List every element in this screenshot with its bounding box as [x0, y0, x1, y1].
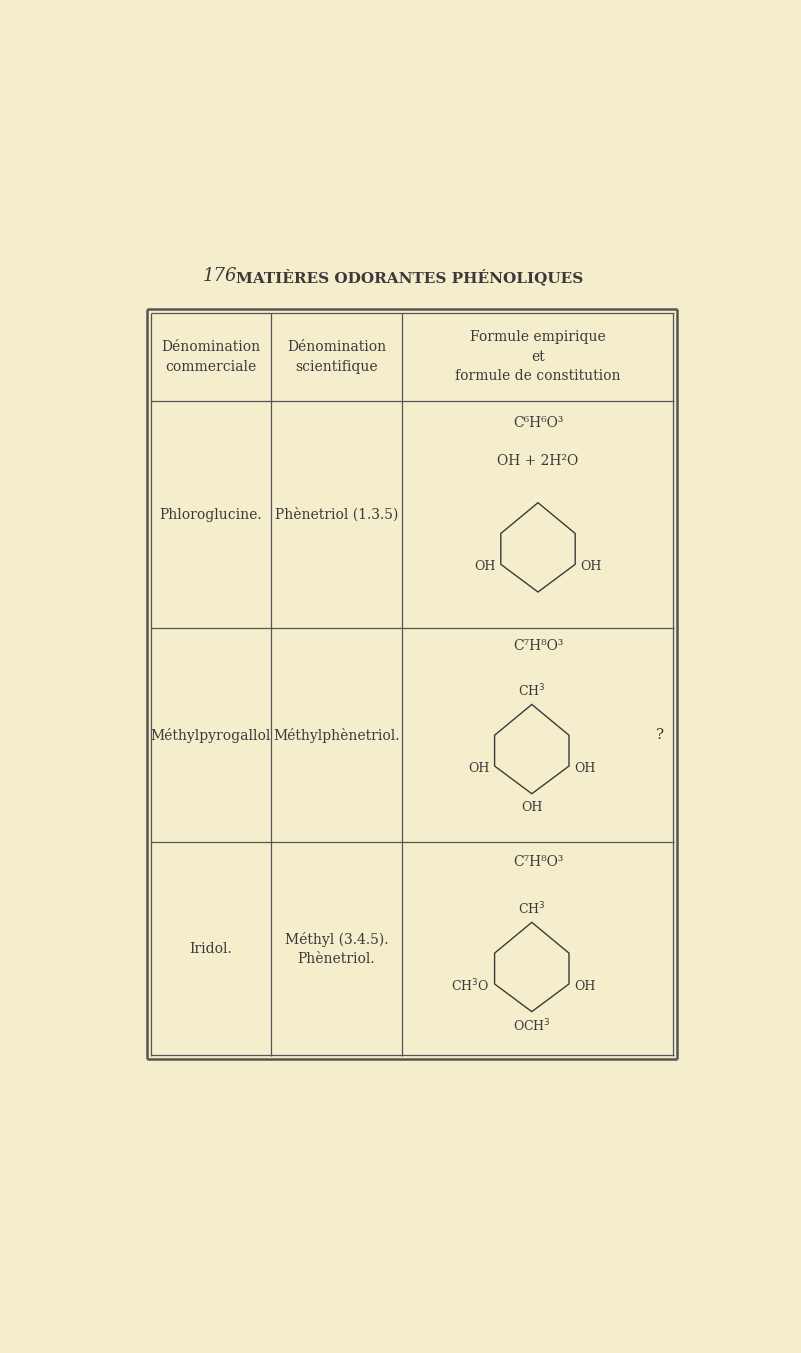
Text: Dénomination
commerciale: Dénomination commerciale: [161, 340, 260, 373]
Text: Méthylphènetriol.: Méthylphènetriol.: [273, 728, 400, 743]
Text: OH: OH: [468, 762, 489, 775]
Text: Phènetriol (1.3.5): Phènetriol (1.3.5): [275, 507, 398, 522]
Text: C⁶H⁶O³: C⁶H⁶O³: [513, 415, 563, 430]
Text: OH + 2H²O: OH + 2H²O: [497, 455, 578, 468]
Text: Méthylpyrogallol: Méthylpyrogallol: [151, 728, 271, 743]
Text: Dénomination
scientifique: Dénomination scientifique: [287, 340, 386, 373]
Text: CH$^3$: CH$^3$: [518, 683, 545, 700]
Text: C⁷H⁸O³: C⁷H⁸O³: [513, 639, 563, 653]
Text: MATIÈRES ODORANTES PHÉNOLIQUES: MATIÈRES ODORANTES PHÉNOLIQUES: [236, 268, 584, 284]
Text: ?: ?: [655, 728, 664, 743]
Text: CH$^3$O: CH$^3$O: [451, 978, 489, 994]
Text: C⁷H⁸O³: C⁷H⁸O³: [513, 855, 563, 869]
Text: OH: OH: [521, 801, 542, 815]
Text: OH: OH: [574, 980, 596, 993]
Text: CH$^3$: CH$^3$: [518, 901, 545, 917]
Text: Formule empirique
et
formule de constitution: Formule empirique et formule de constitu…: [455, 330, 621, 383]
Text: 176: 176: [203, 268, 238, 285]
Text: OCH$^3$: OCH$^3$: [513, 1017, 550, 1034]
Text: OH: OH: [574, 762, 596, 775]
Text: OH: OH: [581, 560, 602, 574]
Text: Méthyl (3.4.5).
Phènetriol.: Méthyl (3.4.5). Phènetriol.: [284, 932, 388, 966]
Text: Phloroglucine.: Phloroglucine.: [159, 507, 262, 522]
Text: Iridol.: Iridol.: [189, 942, 232, 957]
Text: OH: OH: [474, 560, 495, 574]
